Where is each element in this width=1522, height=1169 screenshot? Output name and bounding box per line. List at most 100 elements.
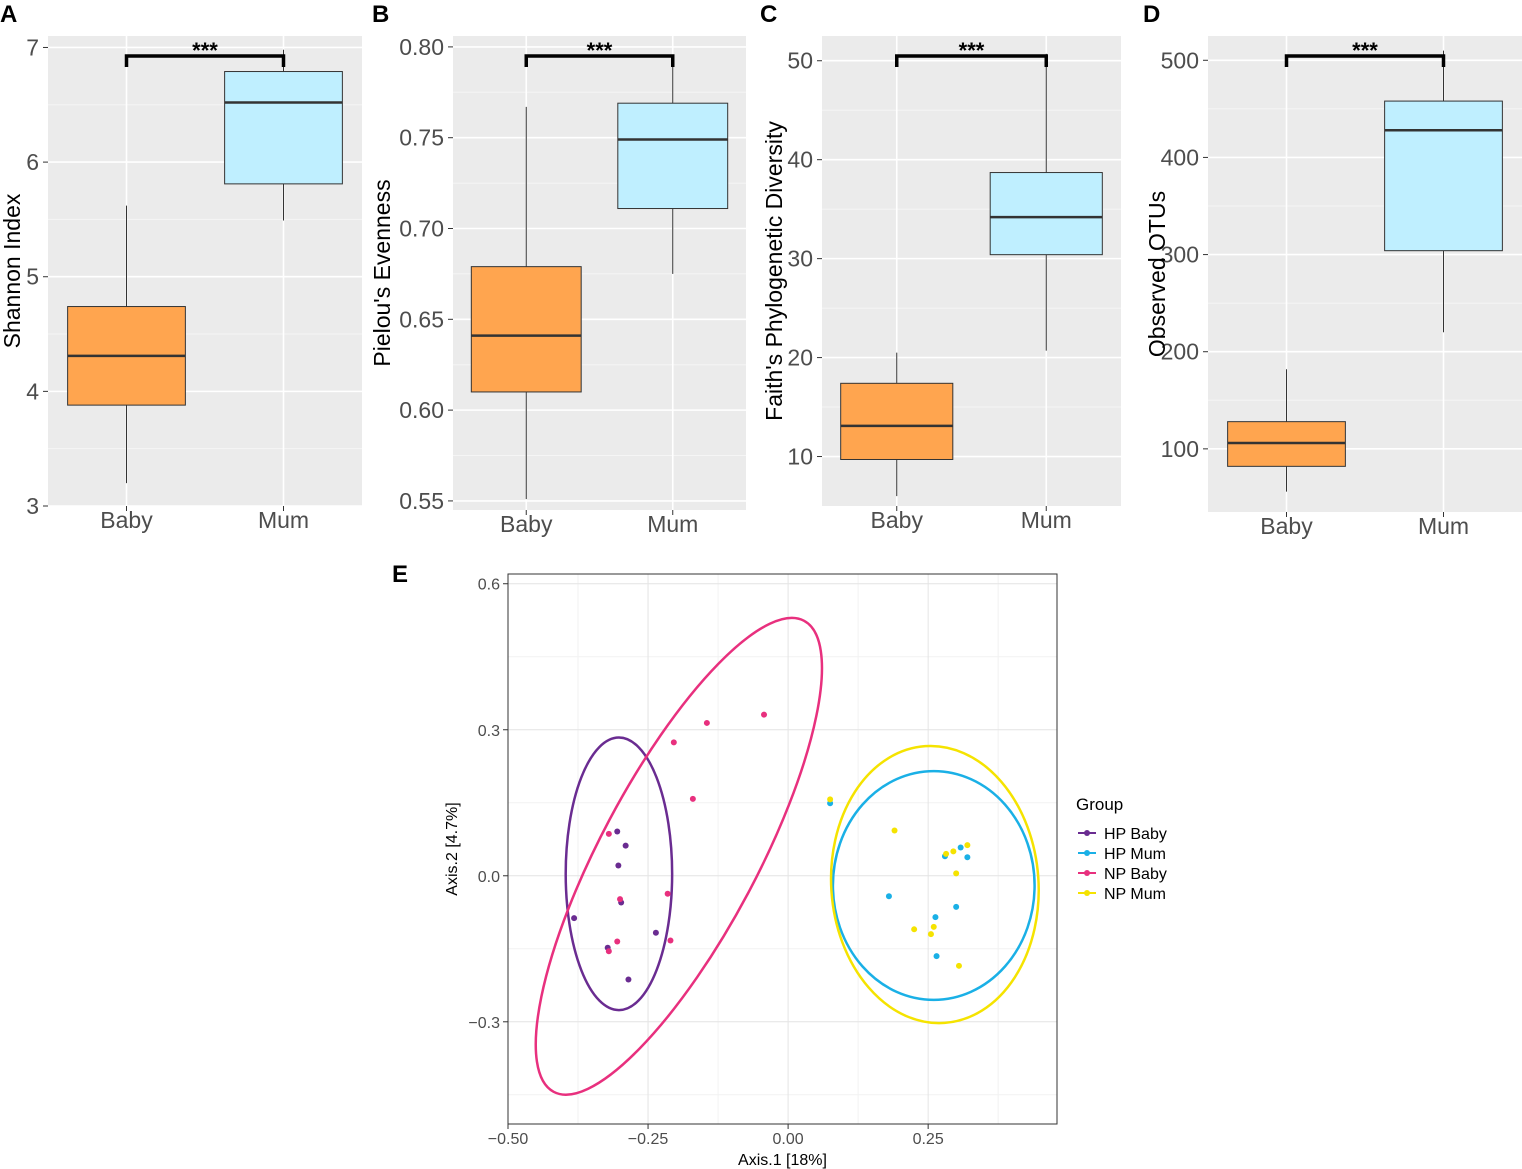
box-baby — [840, 382, 954, 460]
point-np-mum — [927, 931, 934, 938]
y-tick-label: 0.0 — [478, 869, 500, 886]
x-tick-label: Mum — [258, 507, 309, 533]
panel-label: B — [372, 1, 389, 28]
point-hp-baby — [622, 842, 629, 849]
x-tick-label: −0.50 — [488, 1131, 529, 1148]
box-baby — [470, 266, 582, 393]
panel-E: −0.50 −0.25 0.00 0.25 −0.3 0.0 0.3 0.6 Axis.1 [1… — [392, 561, 1167, 1169]
point-np-baby — [617, 896, 624, 903]
panel-label: D — [1143, 1, 1160, 28]
y-tick-label: 0.80 — [399, 34, 444, 60]
y-axis-label: Shannon Index — [0, 193, 25, 348]
significance-label: *** — [587, 38, 613, 63]
x-tick-label: −0.25 — [628, 1131, 669, 1148]
panel-label: A — [0, 1, 17, 28]
ellipse-np-baby — [534, 616, 824, 1096]
y-axis-label: Pielou's Evenness — [369, 179, 395, 366]
legend-key-dot — [1084, 850, 1090, 856]
y-tick-label: 50 — [787, 48, 813, 74]
significance-label: *** — [192, 38, 218, 63]
y-tick-label: 10 — [787, 444, 813, 470]
point-np-mum — [827, 796, 834, 803]
point-np-baby — [605, 948, 612, 955]
significance-label: *** — [1352, 38, 1378, 63]
point-np-baby — [761, 711, 768, 718]
point-np-mum — [930, 923, 937, 930]
point-np-mum — [953, 870, 960, 877]
point-hp-mum — [932, 914, 939, 921]
legend-key-dot — [1084, 830, 1090, 836]
point-hp-baby — [625, 976, 632, 983]
box-mum — [617, 102, 729, 210]
y-tick-label: 5 — [26, 264, 39, 290]
y-tick-label: 3 — [26, 493, 39, 519]
legend-key-dot — [1084, 890, 1090, 896]
point-np-mum — [911, 926, 918, 933]
y-tick-label: 0.70 — [399, 216, 444, 242]
legend-item-label: NP Mum — [1104, 886, 1166, 903]
x-tick-label: Mum — [1021, 507, 1072, 533]
legend-item-label: HP Mum — [1104, 846, 1166, 863]
significance-bracket — [124, 54, 286, 67]
point-np-baby — [670, 739, 677, 746]
y-tick-label: 4 — [26, 378, 39, 404]
point-hp-mum — [957, 844, 964, 851]
y-tick-label: 0.3 — [478, 723, 500, 740]
point-hp-mum — [885, 893, 892, 900]
point-np-baby — [614, 938, 621, 945]
x-tick-label: Baby — [100, 507, 153, 533]
ellipse-hp-baby — [564, 736, 674, 1012]
significance-bracket — [1284, 54, 1446, 67]
y-tick-label: 100 — [1161, 436, 1199, 462]
point-hp-mum — [933, 953, 940, 960]
y-tick-label: 200 — [1161, 339, 1199, 365]
y-tick-label: 7 — [26, 34, 39, 60]
y-tick-label: 0.6 — [478, 577, 500, 594]
y-tick-label: 30 — [787, 246, 813, 272]
significance-label: *** — [959, 38, 985, 63]
legend-item-label: NP Baby — [1104, 866, 1167, 883]
panel-B: 0.55 0.60 0.65 0.70 0.75 0.80 Baby Mum *** Pielou… — [369, 1, 746, 537]
panel-D: 100 200 300 400 500 Baby Mum *** Observed OTUs D — [1143, 1, 1522, 539]
point-np-baby — [689, 795, 696, 802]
y-axis-label: Faith's Phylogenetic Diversity — [761, 121, 787, 421]
y-tick-label: 0.65 — [399, 306, 444, 332]
panel-C: 10 20 30 40 50 Baby Mum *** Faith's Phylogenetic… — [760, 1, 1121, 533]
panel-label: E — [392, 561, 408, 588]
legend-item-label: HP Baby — [1104, 826, 1167, 843]
point-np-mum — [950, 848, 957, 855]
point-hp-baby — [615, 862, 622, 869]
y-tick-label: 0.60 — [399, 397, 444, 423]
x-tick-label: Baby — [500, 511, 553, 537]
y-tick-label: 0.75 — [399, 125, 444, 151]
y-tick-label: 20 — [787, 345, 813, 371]
point-hp-baby — [571, 915, 578, 922]
x-tick-label: Mum — [1418, 513, 1469, 539]
box-mum — [224, 71, 343, 185]
legend: Group HP Baby HP Mum NP Baby NP Mum — [1076, 795, 1167, 903]
point-np-mum — [943, 850, 950, 857]
point-np-mum — [964, 842, 971, 849]
box-mum — [989, 172, 1103, 256]
y-tick-label: 6 — [26, 149, 39, 175]
y-axis-label: Observed OTUs — [1144, 191, 1170, 357]
plot-background — [508, 574, 1057, 1124]
plot-border — [507, 573, 1058, 1125]
point-np-baby — [667, 937, 674, 944]
point-hp-baby — [652, 929, 659, 936]
x-tick-label: 0.25 — [913, 1131, 944, 1148]
point-np-mum — [955, 962, 962, 969]
y-tick-label: 400 — [1161, 144, 1199, 170]
point-hp-baby — [614, 828, 621, 835]
significance-bracket — [895, 54, 1048, 67]
y-tick-label: −0.3 — [468, 1015, 500, 1032]
y-tick-label: 500 — [1161, 47, 1199, 73]
panel-A: 3 4 5 6 7 Baby Mum *** Shannon Index A — [0, 1, 362, 533]
ellipse-hp-mum — [831, 769, 1036, 1002]
x-axis-label: Axis.1 [18%] — [738, 1152, 827, 1169]
legend-key-dot — [1084, 870, 1090, 876]
legend-title: Group — [1076, 795, 1123, 814]
point-np-mum — [891, 827, 898, 834]
y-tick-label: 300 — [1161, 242, 1199, 268]
